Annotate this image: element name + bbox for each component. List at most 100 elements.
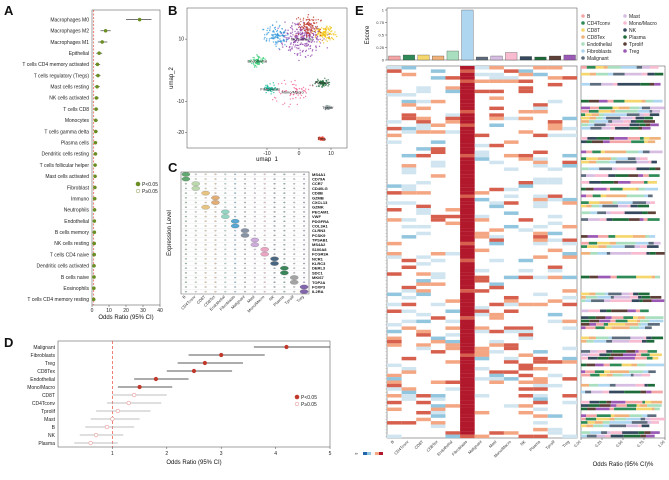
data-point (88, 440, 93, 446)
heatmap-cell (474, 312, 490, 317)
side-stack-segment (616, 275, 637, 279)
legend-sig-label: P<0.05 (301, 395, 317, 401)
legend-label: Malignant (587, 56, 609, 62)
side-stack-segment (602, 424, 610, 428)
heatmap-cell (547, 431, 563, 435)
heatmap-cell (416, 346, 431, 351)
umap-point (257, 59, 260, 61)
side-stack-segment (636, 187, 639, 191)
heatmap-cell (503, 302, 519, 307)
heatmap-cell (460, 285, 475, 290)
data-point (153, 376, 159, 382)
legend-marker (581, 42, 585, 46)
side-stack-segment (581, 109, 589, 113)
umap-point (330, 33, 332, 36)
umap-point (278, 47, 280, 50)
umap-point (271, 24, 274, 27)
side-stack-segment (589, 160, 597, 164)
umap-point (328, 29, 331, 32)
heatmap-cell (387, 292, 402, 297)
side-stack-segment (642, 299, 652, 303)
umap-point (298, 44, 300, 47)
umap-point (280, 34, 282, 37)
umap-point (307, 29, 309, 31)
violin-shape (194, 220, 197, 222)
umap-point (273, 84, 275, 86)
umap-point (302, 89, 305, 92)
heatmap-cell (401, 170, 417, 175)
heatmap-cell (533, 407, 548, 412)
umap-point (264, 58, 266, 60)
violin-shape (283, 258, 286, 260)
bar-y-tick-label: 0.5 (378, 33, 384, 38)
umap-point (269, 29, 271, 32)
side-stack-segment (641, 99, 646, 103)
category-label: B (181, 294, 187, 300)
heatmap-cell (460, 292, 475, 297)
heatmap-cell (387, 66, 402, 70)
heatmap-cell (387, 339, 402, 344)
violin-shape (263, 276, 266, 279)
heatmap-cell (401, 397, 417, 401)
umap-point (330, 26, 332, 29)
side-stack-segment (632, 201, 647, 204)
umap-point (299, 27, 302, 30)
umap-point (279, 38, 281, 40)
side-stack-segment (586, 194, 593, 198)
heatmap-cell (460, 258, 475, 263)
category-label: Treg (296, 294, 305, 303)
side-stack-segment (624, 72, 642, 76)
heatmap-cell (547, 177, 563, 182)
violin-shape (293, 239, 296, 241)
side-stack-segment (599, 204, 603, 208)
violin-shape (194, 239, 197, 241)
umap-point (269, 83, 271, 85)
umap-point (291, 29, 294, 31)
heatmap-cell (474, 143, 490, 148)
gene-label: CLRN3 (312, 228, 326, 233)
heatmap-cell (460, 421, 475, 425)
umap-point (315, 45, 317, 47)
umap-point (317, 18, 319, 21)
heatmap-cell (460, 350, 475, 354)
side-stack-segment (606, 252, 611, 255)
violin-shape (243, 211, 247, 213)
gene-label: VWF (312, 214, 321, 219)
gene-label: IL2RA (312, 289, 324, 294)
umap-point (270, 37, 272, 40)
violin-shape (184, 183, 188, 185)
side-stack-segment (630, 295, 639, 299)
heatmap-cell (460, 272, 475, 276)
cluster-label: Tprolif (322, 105, 334, 110)
side-stack-segment (640, 319, 650, 323)
heatmap-cell (387, 309, 402, 313)
umap-point (295, 93, 298, 95)
violin-shape (243, 183, 247, 185)
heatmap-cell (503, 167, 519, 171)
umap-point (284, 30, 286, 32)
umap-point (301, 88, 303, 90)
side-stack-segment (589, 120, 595, 123)
violin-shape (253, 173, 256, 176)
side-stack-segment (626, 350, 636, 353)
side-stack-segment (603, 66, 608, 69)
umap-point (294, 35, 296, 37)
heatmap-cell (518, 275, 534, 280)
side-stack-segment (642, 339, 647, 343)
violin-shape (273, 206, 276, 208)
side-stack-segment (643, 113, 650, 117)
panel-label-d: D (4, 335, 14, 350)
side-stack-segment (647, 218, 660, 221)
side-x-tick-label: 0.75 (636, 439, 646, 449)
side-stack-segment (588, 99, 599, 103)
side-stack-segment (625, 323, 639, 326)
heatmap-cell (533, 177, 548, 182)
side-stack-segment (591, 113, 600, 117)
heatmap-cell (518, 410, 534, 415)
umap-point (266, 38, 268, 40)
data-point (92, 208, 97, 212)
umap-point (295, 36, 298, 39)
side-stack-segment (642, 414, 648, 418)
heatmap-cell (518, 153, 534, 158)
side-stack-segment (610, 353, 623, 357)
